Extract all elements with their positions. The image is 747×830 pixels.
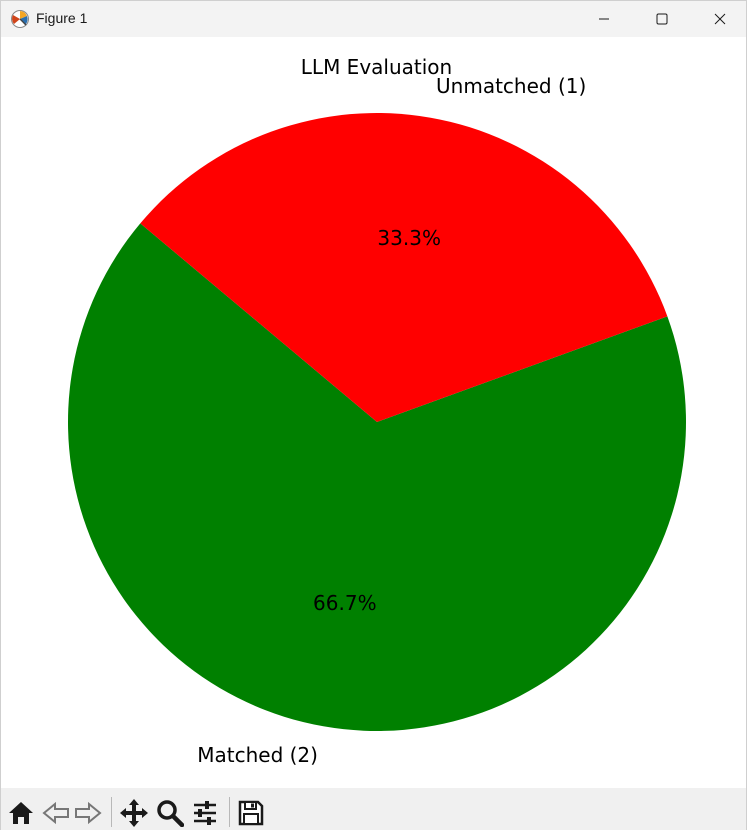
pie-slice-2 <box>140 113 668 423</box>
home-button[interactable] <box>6 798 36 828</box>
matplotlib-icon <box>10 9 30 29</box>
pan-icon <box>119 798 149 828</box>
home-icon <box>7 800 35 826</box>
maximize-button[interactable] <box>633 1 691 37</box>
title-bar[interactable]: Figure 1 <box>1 1 746 37</box>
chart-title: LLM Evaluation <box>300 55 453 79</box>
back-button[interactable] <box>41 798 71 828</box>
zoom-icon <box>156 799 184 827</box>
forward-button[interactable] <box>73 798 103 828</box>
slice-label: Unmatched (1) <box>436 74 586 98</box>
pan-button[interactable] <box>119 798 149 828</box>
toolbar-separator <box>229 797 230 827</box>
pie-chart: Matched (2) 66.7% Unmatched (1) 33.3% <box>67 74 686 767</box>
minimize-icon <box>598 13 610 25</box>
slice-percent-label: 66.7% <box>313 591 377 615</box>
configure-subplots-button[interactable] <box>190 798 220 828</box>
window-title: Figure 1 <box>36 10 88 26</box>
configure-subplots-icon <box>191 799 219 827</box>
save-icon <box>237 799 265 827</box>
slice-percent-label: 33.3% <box>377 226 441 250</box>
save-button[interactable] <box>236 798 266 828</box>
back-arrow-icon <box>42 801 70 825</box>
figure-canvas[interactable]: Matched (2) 66.7% Unmatched (1) 33.3% LLM E… <box>1 37 746 787</box>
close-button[interactable] <box>691 1 747 37</box>
maximize-icon <box>656 13 668 25</box>
slice-label: Matched (2) <box>197 743 318 767</box>
minimize-button[interactable] <box>575 1 633 37</box>
pie-slice-1 <box>67 223 686 731</box>
navigation-toolbar <box>1 788 746 830</box>
zoom-button[interactable] <box>155 798 185 828</box>
close-icon <box>714 13 726 25</box>
forward-arrow-icon <box>74 801 102 825</box>
toolbar-separator <box>111 797 112 827</box>
